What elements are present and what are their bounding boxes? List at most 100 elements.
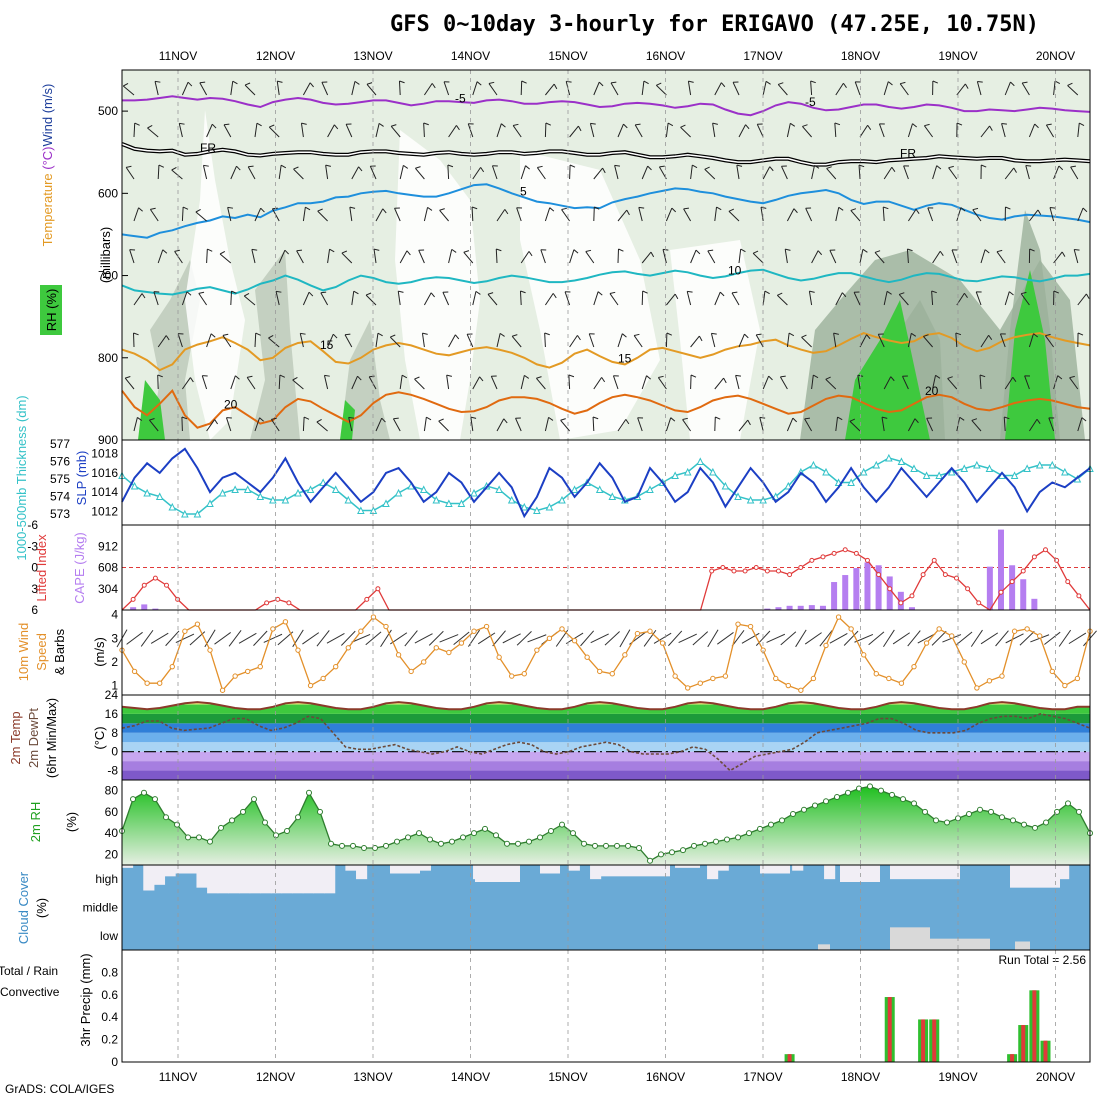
wind-barb [784, 248, 791, 264]
wind-barb [171, 167, 183, 180]
wind-barb [927, 207, 934, 222]
wind-barb [762, 375, 773, 390]
wind-barb [351, 633, 371, 643]
wind-speed-marker [471, 628, 477, 634]
precip-convective-bar [1010, 1054, 1015, 1062]
thickness-marker [973, 460, 981, 469]
wind-barb [826, 166, 837, 180]
precip-convective-bar [1032, 990, 1037, 1062]
wind-barb [448, 248, 457, 264]
wind-barb [254, 332, 261, 348]
wind-barb [201, 375, 208, 390]
cape-bar [797, 605, 804, 610]
wind-barb [980, 334, 993, 348]
wind-barb [883, 290, 892, 306]
wind-barb [682, 417, 692, 432]
wind-barb [1004, 167, 1017, 180]
cape-bar [141, 604, 148, 610]
rh-marker [306, 789, 312, 796]
wind-barb [738, 333, 749, 348]
wind-barb [206, 419, 218, 432]
thickness-marker [130, 481, 139, 490]
wind-speed-marker [647, 628, 653, 634]
rh-marker [130, 796, 136, 803]
thickness-marker [734, 492, 742, 500]
panel-frame [121, 439, 1091, 526]
date-label-top: 13NOV [353, 49, 392, 63]
rh-marker [878, 787, 884, 794]
wind-barb [760, 206, 767, 222]
wind-barb [633, 333, 643, 348]
wind-barb [859, 248, 868, 264]
wind-barb [129, 249, 136, 264]
wind-barb [1003, 416, 1010, 432]
contour-label: 10 [728, 263, 742, 277]
rh-marker [229, 817, 235, 824]
wind-barb [414, 376, 425, 390]
cloud-high-gap [260, 865, 272, 894]
thickness-marker [507, 495, 516, 504]
rh-marker [647, 857, 653, 864]
rh-marker [273, 832, 279, 839]
contour-label: FR [200, 141, 216, 155]
wind-barb [1004, 376, 1017, 390]
y-axis-label: Lifted Index [34, 534, 49, 602]
wind-speed-marker [446, 649, 452, 656]
wind-barb [278, 249, 290, 264]
thickness-marker [1023, 464, 1031, 472]
wind-speed-marker [546, 635, 553, 642]
wind-barb [868, 631, 885, 646]
date-label-bottom: 20NOV [1036, 1070, 1075, 1084]
date-label-bottom: 14NOV [451, 1070, 490, 1084]
wind-barb [779, 375, 788, 390]
thickness-marker [985, 464, 994, 472]
cloud-high-gap [239, 865, 251, 894]
wind-barb [1077, 293, 1090, 306]
wind-barb [1053, 165, 1064, 180]
wind-barb [181, 416, 188, 432]
wind-barb [133, 122, 140, 138]
y-tick-label: 1016 [91, 466, 118, 480]
wind-barb [296, 249, 304, 264]
cloud-high-gap [207, 865, 219, 894]
wind-barb [516, 207, 523, 222]
wind-speed-marker [1074, 675, 1081, 682]
li-marker [842, 547, 848, 553]
wind-barb [955, 332, 962, 348]
rh-marker [713, 838, 719, 845]
temperature-band [122, 761, 1090, 771]
rh-legend-swatch [40, 285, 62, 335]
wind-barb [931, 290, 937, 306]
rh-marker [284, 828, 290, 834]
y-axis-label: (m/s) [92, 637, 107, 667]
wind-barb [1028, 123, 1039, 138]
wind-barb [181, 291, 192, 306]
rh-marker [251, 796, 257, 803]
rh-marker [405, 834, 411, 841]
wind-barb [859, 334, 871, 348]
y-tick-label: 700 [98, 269, 118, 283]
y-axis-label: 2m DewPt [26, 708, 41, 768]
wind-barb [519, 290, 526, 306]
wind-barb [619, 629, 631, 648]
y-tick-label: 1018 [91, 447, 118, 461]
wind-barb [617, 123, 628, 138]
wind-barb [923, 334, 933, 348]
wind-barb [133, 417, 143, 432]
wind-barb [1044, 333, 1055, 348]
wind-barb [147, 125, 159, 138]
wind-barb [540, 249, 547, 264]
wind-barb [244, 82, 256, 96]
rh-marker [383, 842, 389, 849]
freezing-level-line-inner [121, 143, 1091, 166]
li-marker [720, 565, 726, 570]
wind-barb [195, 209, 207, 222]
wind-barb [467, 123, 474, 138]
thickness-marker [558, 495, 566, 504]
wind-barb [811, 250, 823, 264]
wind-barb [414, 633, 433, 644]
date-label-top: 11NOV [159, 49, 197, 63]
cape-bar [764, 608, 771, 610]
date-label-top: 15NOV [548, 49, 587, 63]
wind-barb [843, 630, 859, 646]
